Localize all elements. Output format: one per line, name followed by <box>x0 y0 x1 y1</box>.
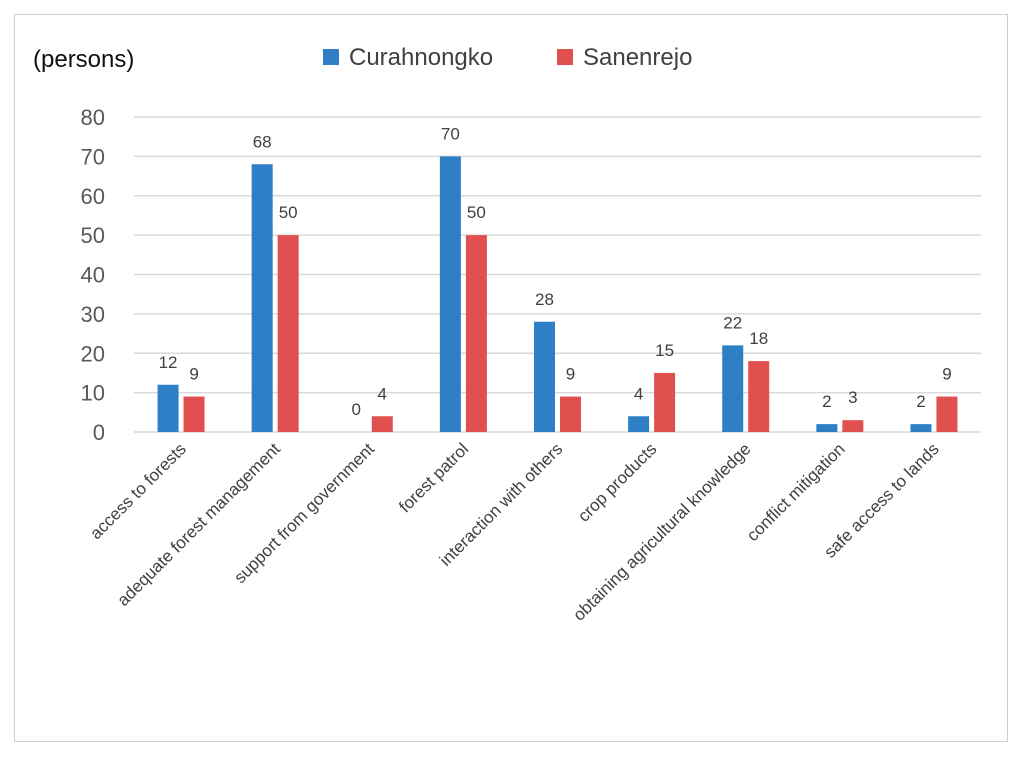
y-axis-ticks: 0 10 20 30 40 50 60 70 80 <box>81 105 105 445</box>
data-label-curahnongko-access-to-forests: 12 <box>159 353 178 372</box>
bar-curahnongko-forest-patrol <box>439 156 461 432</box>
data-label-curahnongko-safe-access-to-lands: 2 <box>916 392 925 411</box>
data-label-curahnongko-adequate-forest-management: 68 <box>253 132 272 151</box>
x-label-adequate-forest-management: adequate forest management <box>114 439 285 610</box>
x-label-obtaining-agricultural-knowledge: obtaining agricultural knowledge <box>569 439 754 624</box>
data-label-sanenrejo-forest-patrol: 50 <box>467 203 486 222</box>
data-label-curahnongko-interaction-with-others: 28 <box>535 290 554 309</box>
data-label-sanenrejo-safe-access-to-lands: 9 <box>942 365 951 384</box>
data-label-curahnongko-forest-patrol: 70 <box>441 124 460 143</box>
y-tick-50: 50 <box>81 223 105 248</box>
bar-sanenrejo-support-from-government <box>371 416 393 432</box>
x-label-conflict-mitigation: conflict mitigation <box>743 439 849 545</box>
bar-chart: (persons) Curahnongko Sanenrejo 010203040… <box>33 44 981 625</box>
y-tick-30: 30 <box>81 302 105 327</box>
data-label-sanenrejo-interaction-with-others: 9 <box>566 365 575 384</box>
data-label-sanenrejo-crop-products: 15 <box>655 341 674 360</box>
bar-curahnongko-interaction-with-others <box>534 321 555 432</box>
data-label-sanenrejo-access-to-forests: 9 <box>189 365 198 384</box>
data-label-curahnongko-support-from-government: 0 <box>352 400 361 419</box>
bar-curahnongko-obtaining-agricultural-knowledge <box>722 345 744 432</box>
x-label-crop-products: crop products <box>574 439 660 525</box>
x-label-access-to-forests: access to forests <box>86 439 190 543</box>
bar-sanenrejo-obtaining-agricultural-knowledge <box>748 361 770 432</box>
y-tick-20: 20 <box>81 341 105 366</box>
y-tick-40: 40 <box>81 263 105 288</box>
bar-sanenrejo-safe-access-to-lands <box>936 396 958 432</box>
bar-curahnongko-access-to-forests <box>157 384 179 432</box>
bar-sanenrejo-access-to-forests <box>183 396 205 432</box>
data-label-sanenrejo-adequate-forest-management: 50 <box>279 203 298 222</box>
data-label-curahnongko-conflict-mitigation: 2 <box>822 392 831 411</box>
bar-curahnongko-adequate-forest-management <box>251 164 273 432</box>
bar-sanenrejo-crop-products <box>654 372 676 432</box>
data-label-curahnongko-obtaining-agricultural-knowledge: 22 <box>723 313 742 332</box>
legend-swatch-sanenrejo <box>557 49 573 65</box>
data-label-sanenrejo-support-from-government: 4 <box>378 384 387 403</box>
legend-swatch-curahnongko <box>323 49 339 65</box>
y-tick-10: 10 <box>81 381 105 406</box>
data-label-sanenrejo-conflict-mitigation: 3 <box>848 388 857 407</box>
gridlines <box>134 116 981 433</box>
bar-curahnongko-safe-access-to-lands <box>910 424 932 432</box>
y-tick-80: 80 <box>81 105 105 130</box>
bar-sanenrejo-adequate-forest-management <box>277 235 299 432</box>
y-tick-60: 60 <box>81 184 105 209</box>
bar-sanenrejo-interaction-with-others <box>560 396 581 432</box>
y-tick-0: 0 <box>93 420 105 445</box>
chart-frame: (persons) Curahnongko Sanenrejo 0 10 20 30 40… <box>14 14 1008 742</box>
bar-curahnongko-crop-products <box>628 416 650 432</box>
bars <box>157 156 958 432</box>
y-tick-70: 70 <box>81 144 105 169</box>
bar-sanenrejo-conflict-mitigation <box>842 420 864 432</box>
y-unit-label: (persons) <box>33 46 134 73</box>
legend: Curahnongko Sanenrejo <box>323 44 692 71</box>
x-label-forest-patrol: forest patrol <box>395 439 472 516</box>
legend-label-sanenrejo: Sanenrejo <box>583 44 692 71</box>
data-label-curahnongko-crop-products: 4 <box>634 384 643 403</box>
legend-label-curahnongko: Curahnongko <box>349 44 493 71</box>
data-label-sanenrejo-obtaining-agricultural-knowledge: 18 <box>749 329 768 348</box>
bar-sanenrejo-forest-patrol <box>465 235 487 432</box>
bar-curahnongko-conflict-mitigation <box>816 424 838 432</box>
